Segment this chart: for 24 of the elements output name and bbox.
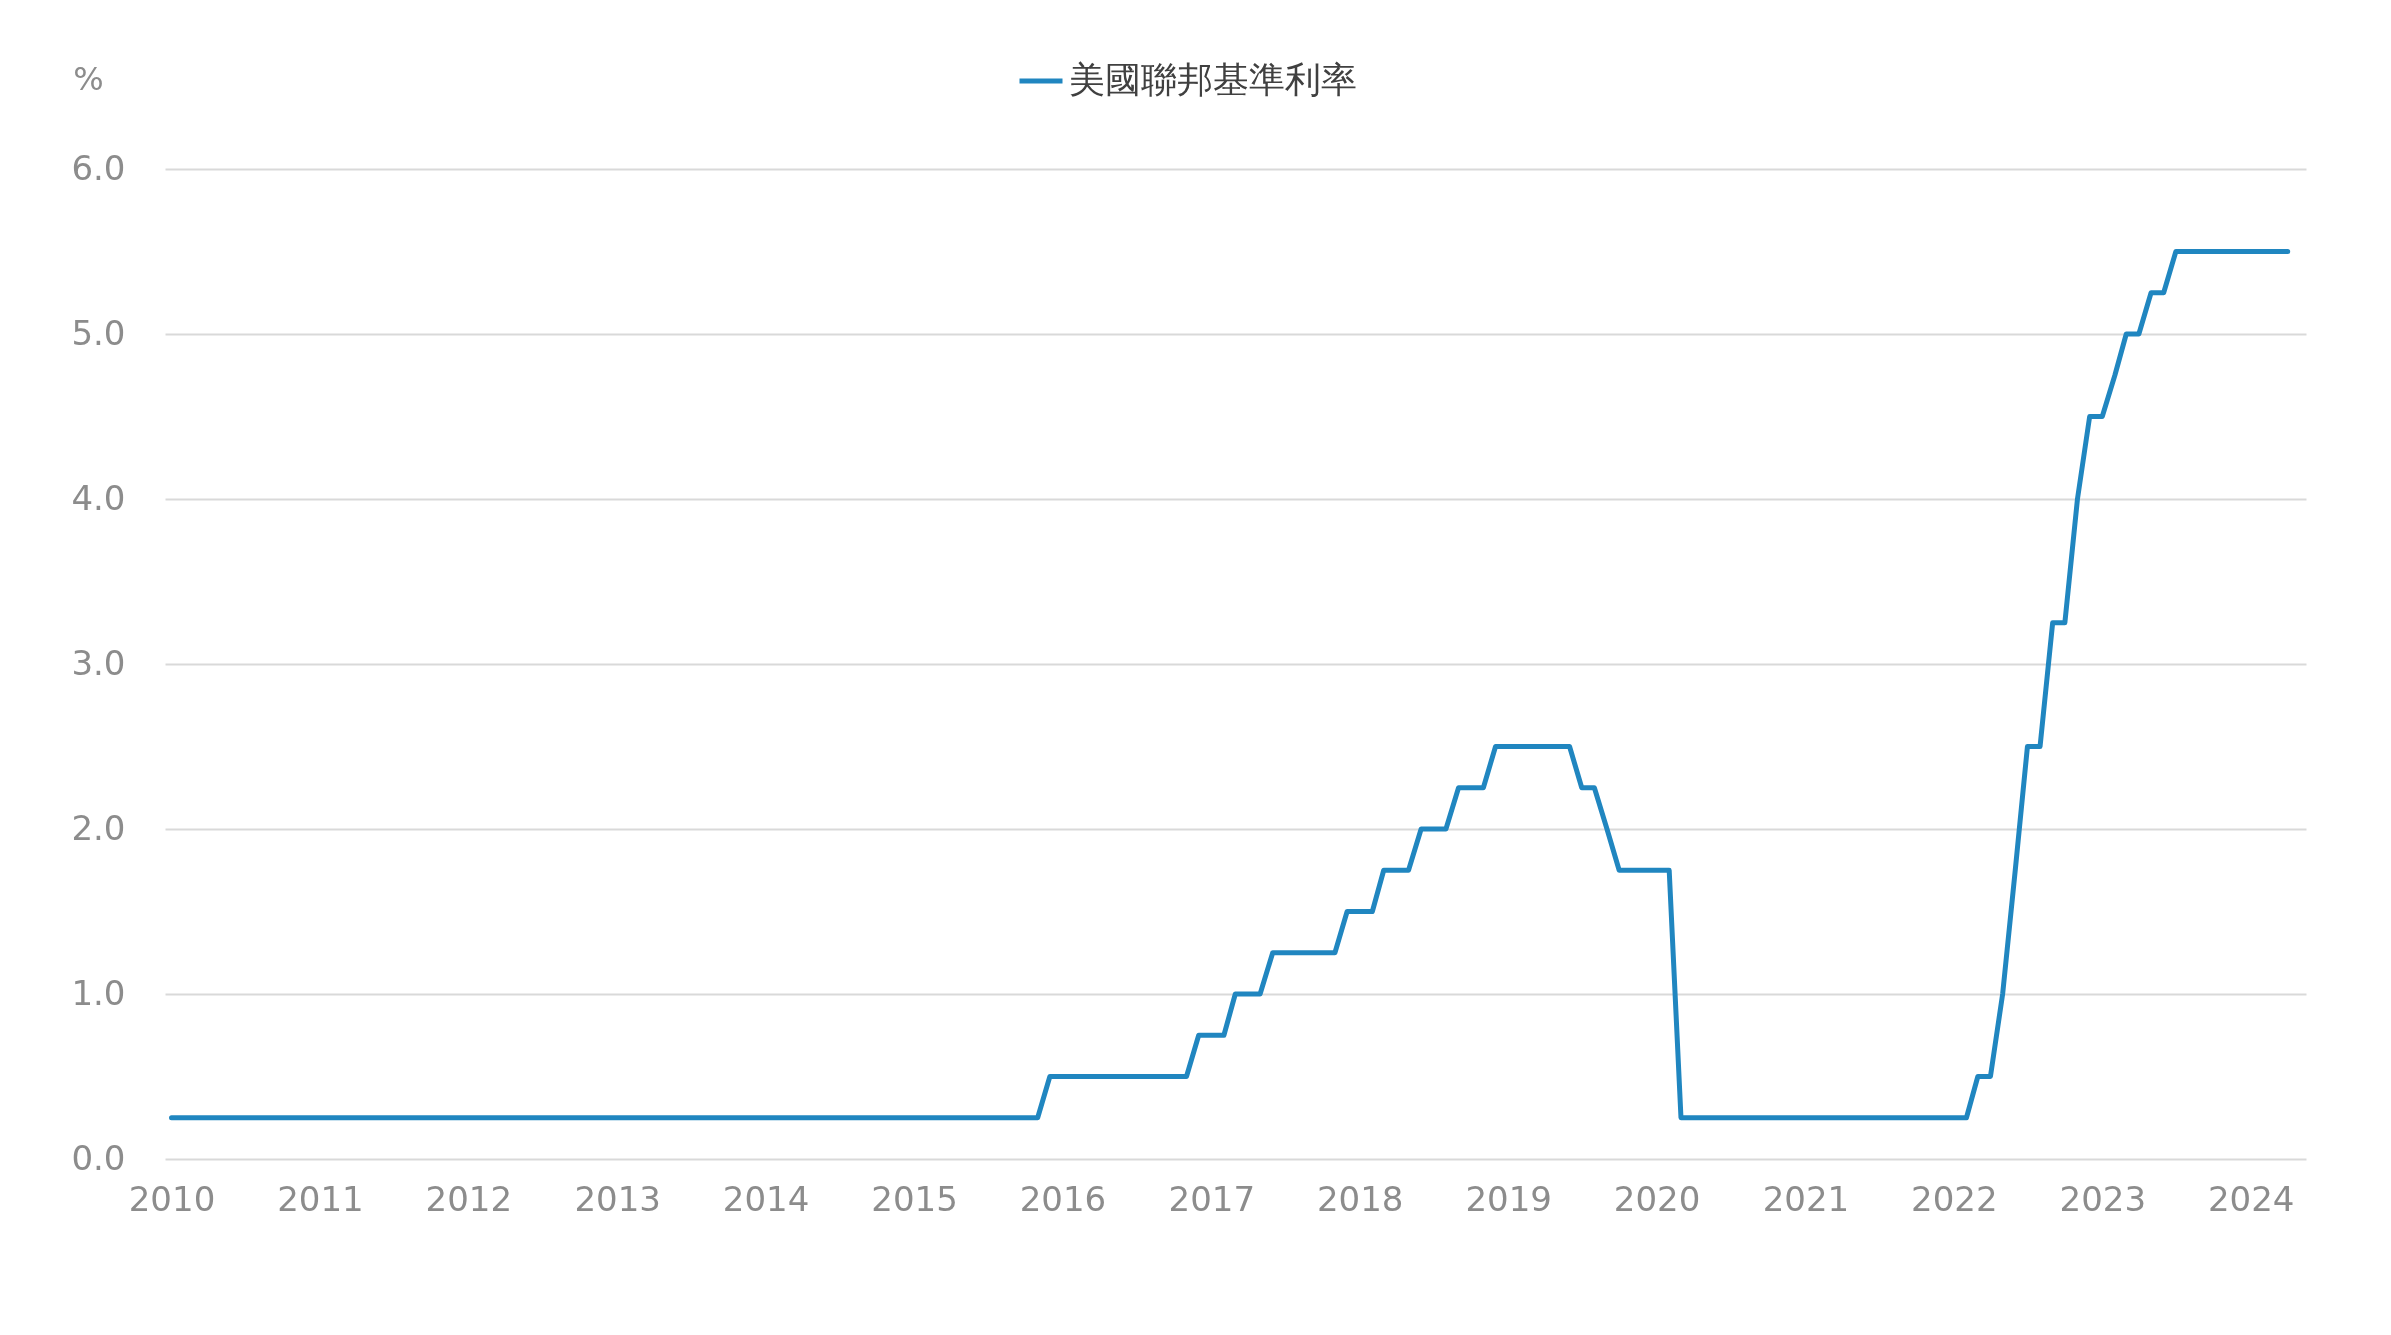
y-tick-label: 5.0 [71,312,126,353]
x-tick-label: 2024 [2207,1178,2295,1219]
x-tick-label: 2016 [1019,1178,1107,1219]
y-axis-title: % [73,59,104,98]
x-tick-label: 2015 [871,1178,958,1219]
x-tick-label: 2011 [277,1178,364,1219]
x-tick-label: 2020 [1613,1178,1701,1219]
x-tick-label: 2014 [722,1178,810,1219]
x-tick-label: 2021 [1762,1178,1850,1219]
x-tick-label: 2023 [2059,1178,2147,1219]
x-tick-label: 2013 [574,1178,661,1219]
y-tick-label: 3.0 [71,642,126,683]
legend-label: 美國聯邦基準利率 [1069,59,1357,100]
y-tick-label: 4.0 [71,477,126,518]
y-tick-label: 2.0 [71,807,126,848]
x-tick-label: 2018 [1316,1178,1404,1219]
x-tick-label: 2012 [425,1178,513,1219]
x-tick-label: 2017 [1168,1178,1256,1219]
x-tick-label: 2010 [128,1178,216,1219]
x-tick-label: 2022 [1911,1178,1998,1219]
y-tick-label: 1.0 [71,972,126,1013]
y-tick-label: 6.0 [71,147,126,188]
x-tick-label: 2019 [1465,1178,1552,1219]
y-tick-label: 0.0 [71,1137,126,1178]
